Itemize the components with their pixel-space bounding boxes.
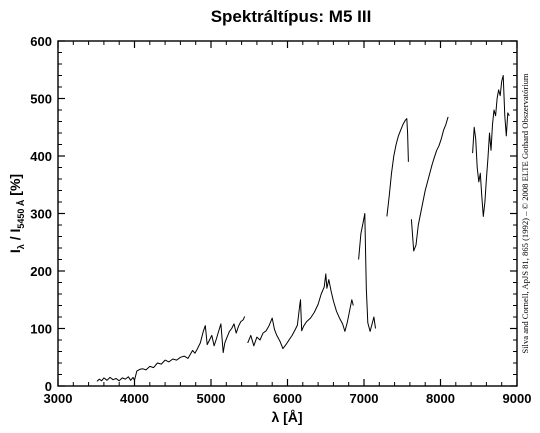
x-tick-label: 9000	[503, 391, 532, 406]
x-tick-label: 7000	[350, 391, 379, 406]
x-axis-label: λ [Å]	[271, 409, 302, 425]
y-axis-label-unit: [%]	[7, 174, 23, 200]
y-tick-label: 0	[45, 379, 52, 394]
y-axis-label: Iλ / I5450 Å [%]	[7, 174, 26, 253]
y-tick-label: 200	[30, 264, 52, 279]
spectrum-segment-2	[247, 273, 354, 350]
spectrum-segment-1	[96, 316, 246, 382]
y-axis-label-main: I	[7, 249, 23, 253]
y-tick-label: 500	[30, 92, 52, 107]
y-tick-label: 400	[30, 149, 52, 164]
y-axis-label-mid: / I	[7, 229, 23, 245]
y-axis-label-sub1: λ	[16, 244, 26, 249]
x-tick-label: 5000	[197, 391, 226, 406]
chart-title: Spektráltípus: M5 III	[211, 7, 372, 26]
x-tick-label: 3000	[44, 391, 73, 406]
spectrum-segment-5	[410, 116, 449, 252]
credit-text: Silva and Cornell, ApJS 81, 865 (1992) –…	[520, 73, 530, 354]
spectrum-segment-4	[386, 118, 409, 217]
spectrum-segment-3	[358, 213, 376, 332]
y-tick-label: 600	[30, 34, 52, 49]
spectrum-segment-6	[472, 75, 510, 217]
y-axis-label-sub2: 5450 Å	[16, 199, 26, 229]
plot-frame	[57, 40, 518, 387]
y-tick-label: 100	[30, 322, 52, 337]
y-axis-ticks: 0 100 200 300 400 500 600	[30, 34, 517, 394]
x-tick-label: 8000	[426, 391, 455, 406]
y-tick-label: 300	[30, 207, 52, 222]
x-tick-label: 4000	[120, 391, 149, 406]
x-tick-label: 6000	[273, 391, 302, 406]
x-axis-ticks: 3000 4000 5000 6000 7000 8000 9000	[44, 41, 532, 406]
spectrum-series	[96, 75, 510, 382]
